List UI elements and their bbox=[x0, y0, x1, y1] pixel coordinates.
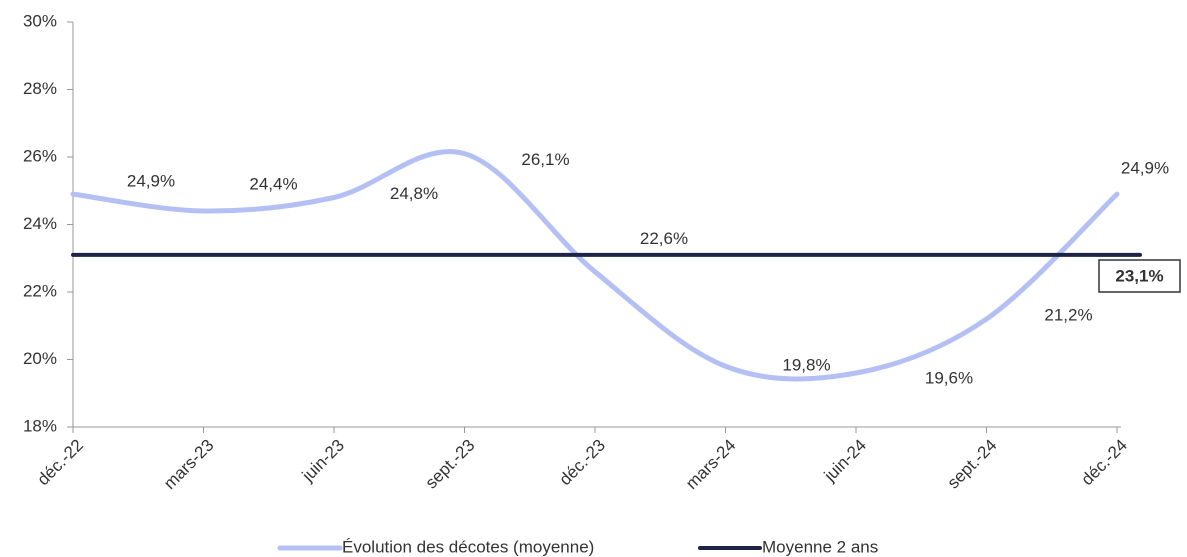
data-label: 21,2% bbox=[1044, 305, 1092, 324]
y-tick-label: 30% bbox=[23, 11, 57, 30]
data-label: 22,6% bbox=[640, 229, 688, 248]
x-tick-label: déc.-22 bbox=[33, 436, 87, 490]
x-tick-label: déc.-24 bbox=[1077, 436, 1131, 490]
data-label: 24,9% bbox=[1121, 159, 1169, 178]
x-tick-label: déc.-23 bbox=[555, 436, 609, 490]
y-tick-label: 24% bbox=[23, 214, 57, 233]
series-line bbox=[70, 149, 1120, 382]
data-label: 24,4% bbox=[249, 174, 297, 193]
x-tick-label: mars-24 bbox=[682, 436, 740, 494]
data-label: 23,1% bbox=[1115, 266, 1163, 285]
x-tick-label: mars-23 bbox=[160, 436, 218, 494]
x-tick-label: juin-23 bbox=[298, 436, 348, 486]
data-label: 26,1% bbox=[521, 150, 569, 169]
y-tick-label: 26% bbox=[23, 146, 57, 165]
y-tick-label: 20% bbox=[23, 349, 57, 368]
legend-label: Moyenne 2 ans bbox=[762, 537, 878, 556]
data-label: 19,6% bbox=[925, 368, 973, 387]
data-label-box bbox=[1098, 259, 1181, 293]
data-label: 24,9% bbox=[127, 172, 175, 191]
data-label: 24,8% bbox=[390, 184, 438, 203]
y-tick-label: 22% bbox=[23, 281, 57, 300]
legend-label: Évolution des décotes (moyenne) bbox=[342, 537, 594, 556]
x-tick-label: sept.-24 bbox=[944, 436, 1001, 493]
y-tick-label: 28% bbox=[23, 79, 57, 98]
x-tick-label: sept.-23 bbox=[422, 436, 479, 493]
x-tick-label: juin-24 bbox=[820, 436, 870, 486]
y-tick-label: 18% bbox=[23, 416, 57, 435]
data-label: 19,8% bbox=[782, 356, 830, 375]
